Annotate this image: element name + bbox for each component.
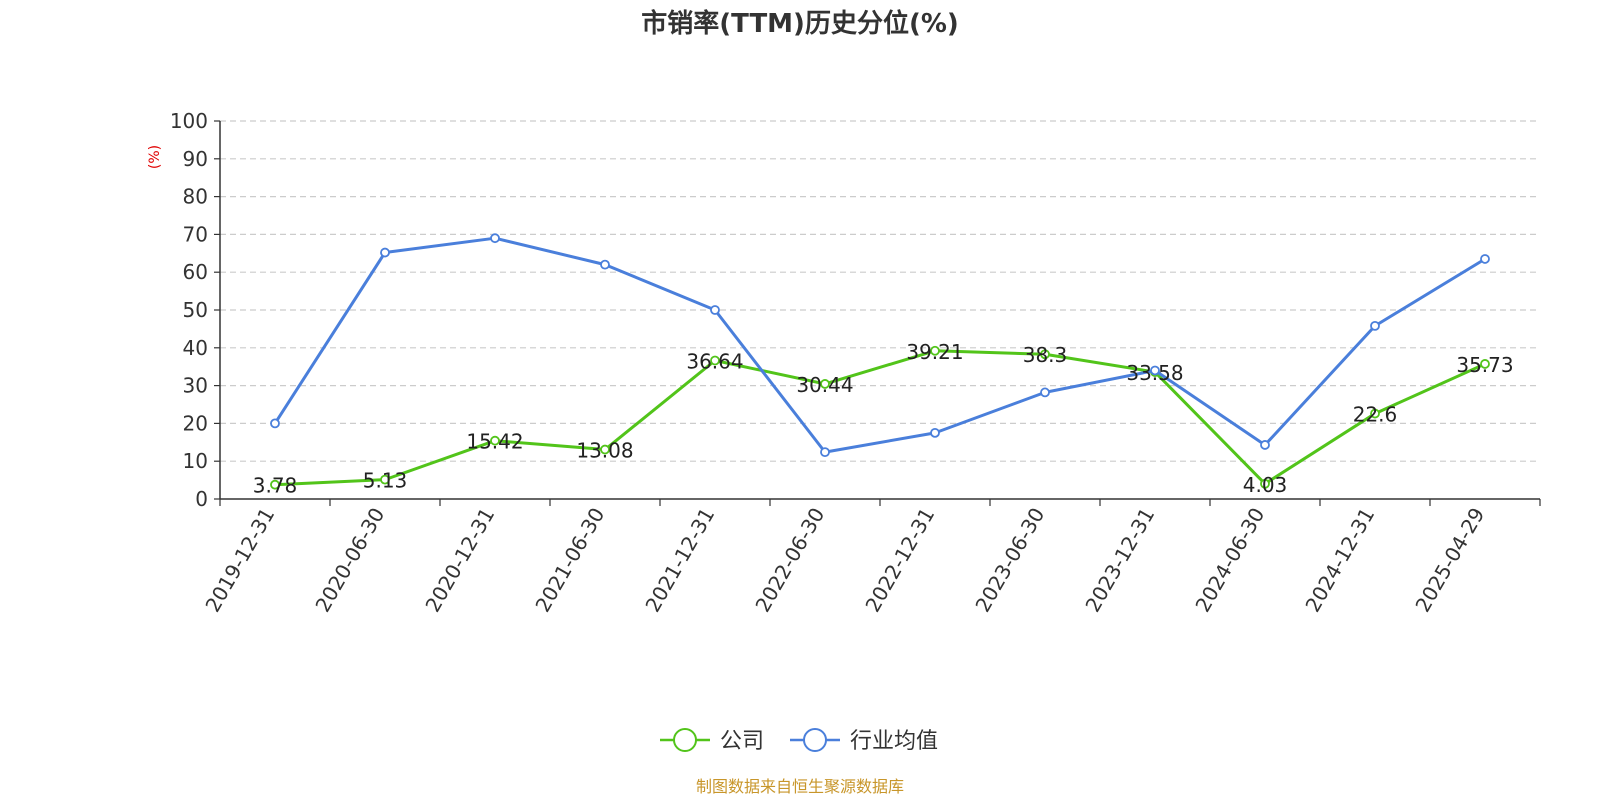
legend-marker-icon <box>803 728 827 752</box>
x-tick-label: 2023-06-30 <box>970 504 1049 617</box>
data-label: 5.13 <box>363 469 408 493</box>
y-tick-label: 100 <box>170 109 208 133</box>
y-tick-label: 50 <box>183 298 208 322</box>
y-axis-ticks: 0 10 20 30 40 50 60 70 80 90 100 <box>170 109 220 511</box>
x-tick-label: 2021-12-31 <box>640 504 719 617</box>
series-1-point <box>1260 440 1270 450</box>
series-0-point <box>820 379 830 389</box>
source-note: 制图数据来自恒生聚源数据库 <box>696 777 904 796</box>
x-axis-ticks: 2019-12-31 2020-06-30 2020-12-31 2021-06-30… <box>200 499 1541 617</box>
data-label: 22.6 <box>1353 403 1398 427</box>
y-tick-label: 20 <box>183 411 208 435</box>
series-0-point <box>270 479 280 490</box>
legend-marker-icon <box>673 728 697 752</box>
series-line-0 <box>274 349 1486 487</box>
data-label: 33.58 <box>1126 361 1183 385</box>
legend-label: 行业均值 <box>850 729 938 754</box>
y-axis-label: (%) <box>147 145 163 169</box>
y-tick-label: 10 <box>183 449 208 473</box>
data-label: 36.64 <box>686 350 743 374</box>
data-labels: 3.78 5.13 15.42 13.08 36.64 30.44 39.21 38.3 33.… <box>253 340 1514 498</box>
series-1-point <box>1150 365 1160 376</box>
series-0-point <box>930 345 940 356</box>
series-0-point <box>490 435 500 446</box>
series-1-point <box>270 418 280 429</box>
grid-lines <box>220 120 1540 462</box>
series-1-point <box>1040 387 1050 398</box>
series-0-point <box>1480 359 1490 369</box>
x-tick-label: 2022-12-31 <box>860 504 939 617</box>
x-tick-label: 2024-12-31 <box>1300 504 1379 617</box>
x-tick-label: 2021-06-30 <box>530 504 609 617</box>
data-label: 30.44 <box>796 373 853 397</box>
data-label: 4.03 <box>1243 473 1288 497</box>
series-0-point <box>710 355 720 366</box>
series-1-point <box>490 233 500 244</box>
series-line-1 <box>273 236 1486 454</box>
series-1-point <box>930 427 940 438</box>
series-0-point <box>1260 478 1270 489</box>
x-tick-label: 2020-12-31 <box>420 504 499 617</box>
x-tick-label: 2020-06-30 <box>310 504 389 617</box>
data-label: 38.3 <box>1023 343 1068 367</box>
series-0-point <box>600 444 610 455</box>
series-0-point <box>1040 349 1050 360</box>
x-tick-label: 2025-04-29 <box>1410 504 1489 617</box>
y-tick-label: 0 <box>195 487 208 511</box>
series-1-point <box>380 247 390 258</box>
data-label: 39.21 <box>906 340 963 364</box>
data-label: 15.42 <box>466 430 523 454</box>
y-tick-label: 70 <box>183 222 208 246</box>
x-tick-label: 2024-06-30 <box>1190 504 1269 617</box>
series-layer <box>270 233 1490 490</box>
x-tick-label: 2019-12-31 <box>200 504 279 617</box>
series-1-point <box>600 259 610 270</box>
series-1-point <box>1480 254 1490 264</box>
chart-title: 市销率(TTM)历史分位(%) <box>641 8 959 39</box>
y-tick-label: 80 <box>183 185 208 209</box>
y-tick-label: 40 <box>183 336 208 360</box>
series-1-point <box>820 447 830 458</box>
legend-label: 公司 <box>720 729 764 754</box>
data-label: 13.08 <box>576 439 633 463</box>
series-0-point <box>1370 408 1380 419</box>
series-0-point <box>380 474 390 485</box>
legend-item-0[interactable]: 公司 <box>660 728 764 754</box>
series-1-point <box>1370 320 1380 331</box>
y-tick-label: 90 <box>183 147 208 171</box>
y-tick-label: 30 <box>183 374 208 398</box>
y-tick-label: 60 <box>183 260 208 284</box>
legend[interactable]: 公司 行业均值 <box>660 728 938 754</box>
series-1-point <box>710 305 720 315</box>
legend-item-1[interactable]: 行业均值 <box>790 728 938 754</box>
data-label: 35.73 <box>1456 353 1513 377</box>
x-tick-label: 2022-06-30 <box>750 504 829 617</box>
data-label: 3.78 <box>253 474 298 498</box>
x-tick-label: 2023-12-31 <box>1080 504 1159 617</box>
